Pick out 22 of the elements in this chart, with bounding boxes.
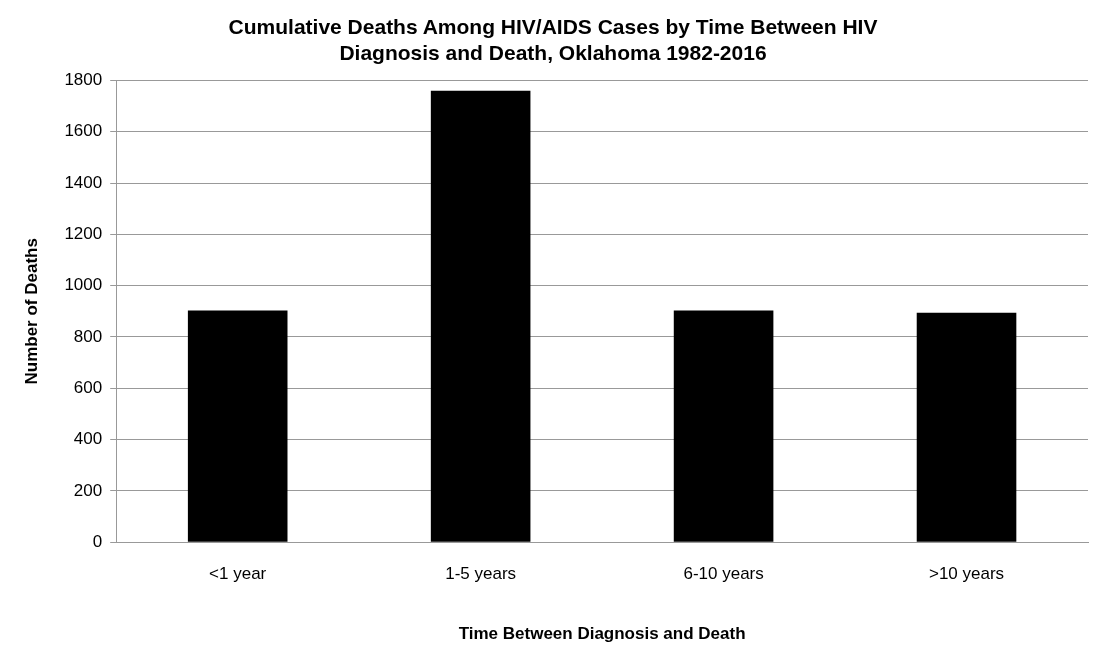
x-tick-label: 1-5 years xyxy=(445,564,517,584)
x-axis-title: Time Between Diagnosis and Death xyxy=(458,624,746,644)
bar xyxy=(187,310,288,542)
text: Cumulative Deaths Among HIV/AIDS Cases by Time Between HIV xyxy=(228,15,878,39)
y-tick-label: 1200 xyxy=(64,224,103,244)
y-tick-label: 1800 xyxy=(64,70,103,90)
bar xyxy=(673,310,774,542)
y-tick-label: 1600 xyxy=(64,121,103,141)
x-tick-label: <1 year xyxy=(209,564,267,584)
text: Diagnosis and Death, Oklahoma 1982-2016 xyxy=(339,40,767,64)
y-axis-title: Number of Deaths xyxy=(21,238,41,385)
y-tick-label: 200 xyxy=(73,480,103,500)
y-tick-label: 800 xyxy=(73,326,103,346)
y-tick-label: 0 xyxy=(92,531,103,551)
x-tick-label: >10 years xyxy=(928,564,1005,584)
bar xyxy=(916,312,1017,542)
bar xyxy=(430,90,531,542)
y-tick-label: 1000 xyxy=(64,275,103,295)
y-tick-label: 400 xyxy=(73,429,103,449)
x-tick-label: 6-10 years xyxy=(683,564,764,584)
y-tick-label: 600 xyxy=(73,377,103,397)
y-tick-label: 1400 xyxy=(64,172,103,192)
